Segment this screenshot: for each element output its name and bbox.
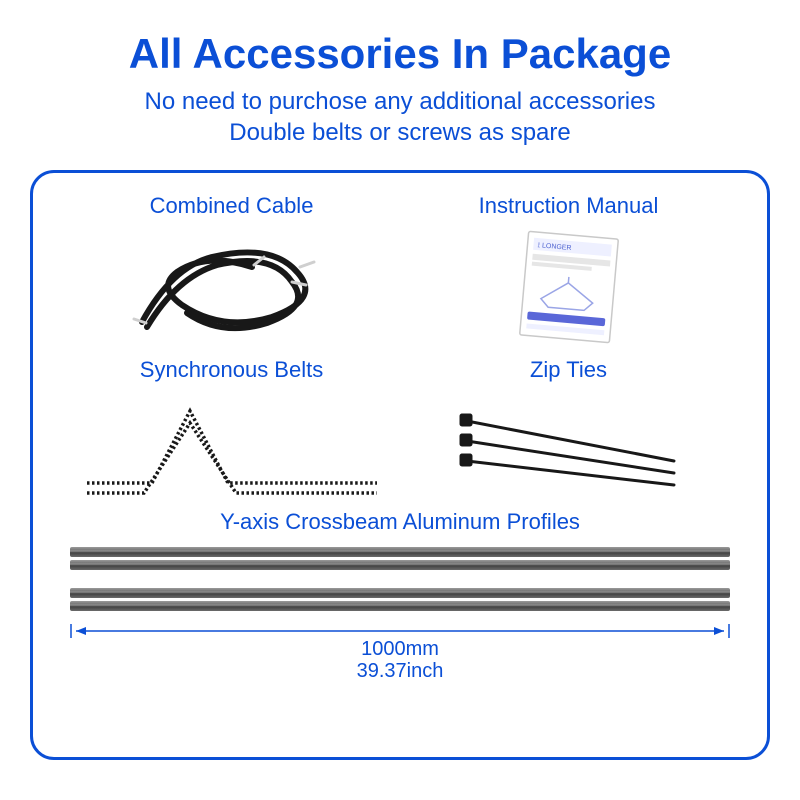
zip-ties-icon [400,391,737,501]
subtitle-line-2: Double belts or screws as spare [229,117,570,148]
profile-bar-2 [70,588,730,598]
item-aluminum-profiles: Y-axis Crossbeam Aluminum Profiles 1000m… [63,509,737,682]
cable-icon [63,227,400,347]
contents-panel: Combined Cable Instruction Ma [30,170,770,760]
manual-icon: ⟟ LONGER [400,227,737,347]
subtitle-line-1: No need to purchose any additional acces… [145,86,656,117]
belts-icon [63,391,400,501]
dimension-line-icon [70,624,730,638]
profile-bar-1 [70,547,730,557]
profile-bar-2b [70,601,730,611]
item-label: Synchronous Belts [140,357,323,383]
dimension-mm: 1000mm [361,638,439,660]
item-label: Combined Cable [150,193,314,219]
item-combined-cable: Combined Cable [63,193,400,347]
dimension-inch: 39.37inch [357,660,444,682]
item-zip-ties: Zip Ties [400,357,737,501]
page-title: All Accessories In Package [129,30,671,78]
item-synchronous-belts: Synchronous Belts [63,357,400,501]
dimension-annotation: 1000mm 39.37inch [70,624,730,682]
profile-bar-1b [70,560,730,570]
item-label: Instruction Manual [479,193,659,219]
item-instruction-manual: Instruction Manual ⟟ LONGER [400,193,737,347]
item-label: Y-axis Crossbeam Aluminum Profiles [220,509,580,535]
items-grid: Combined Cable Instruction Ma [63,193,737,501]
item-label: Zip Ties [530,357,607,383]
